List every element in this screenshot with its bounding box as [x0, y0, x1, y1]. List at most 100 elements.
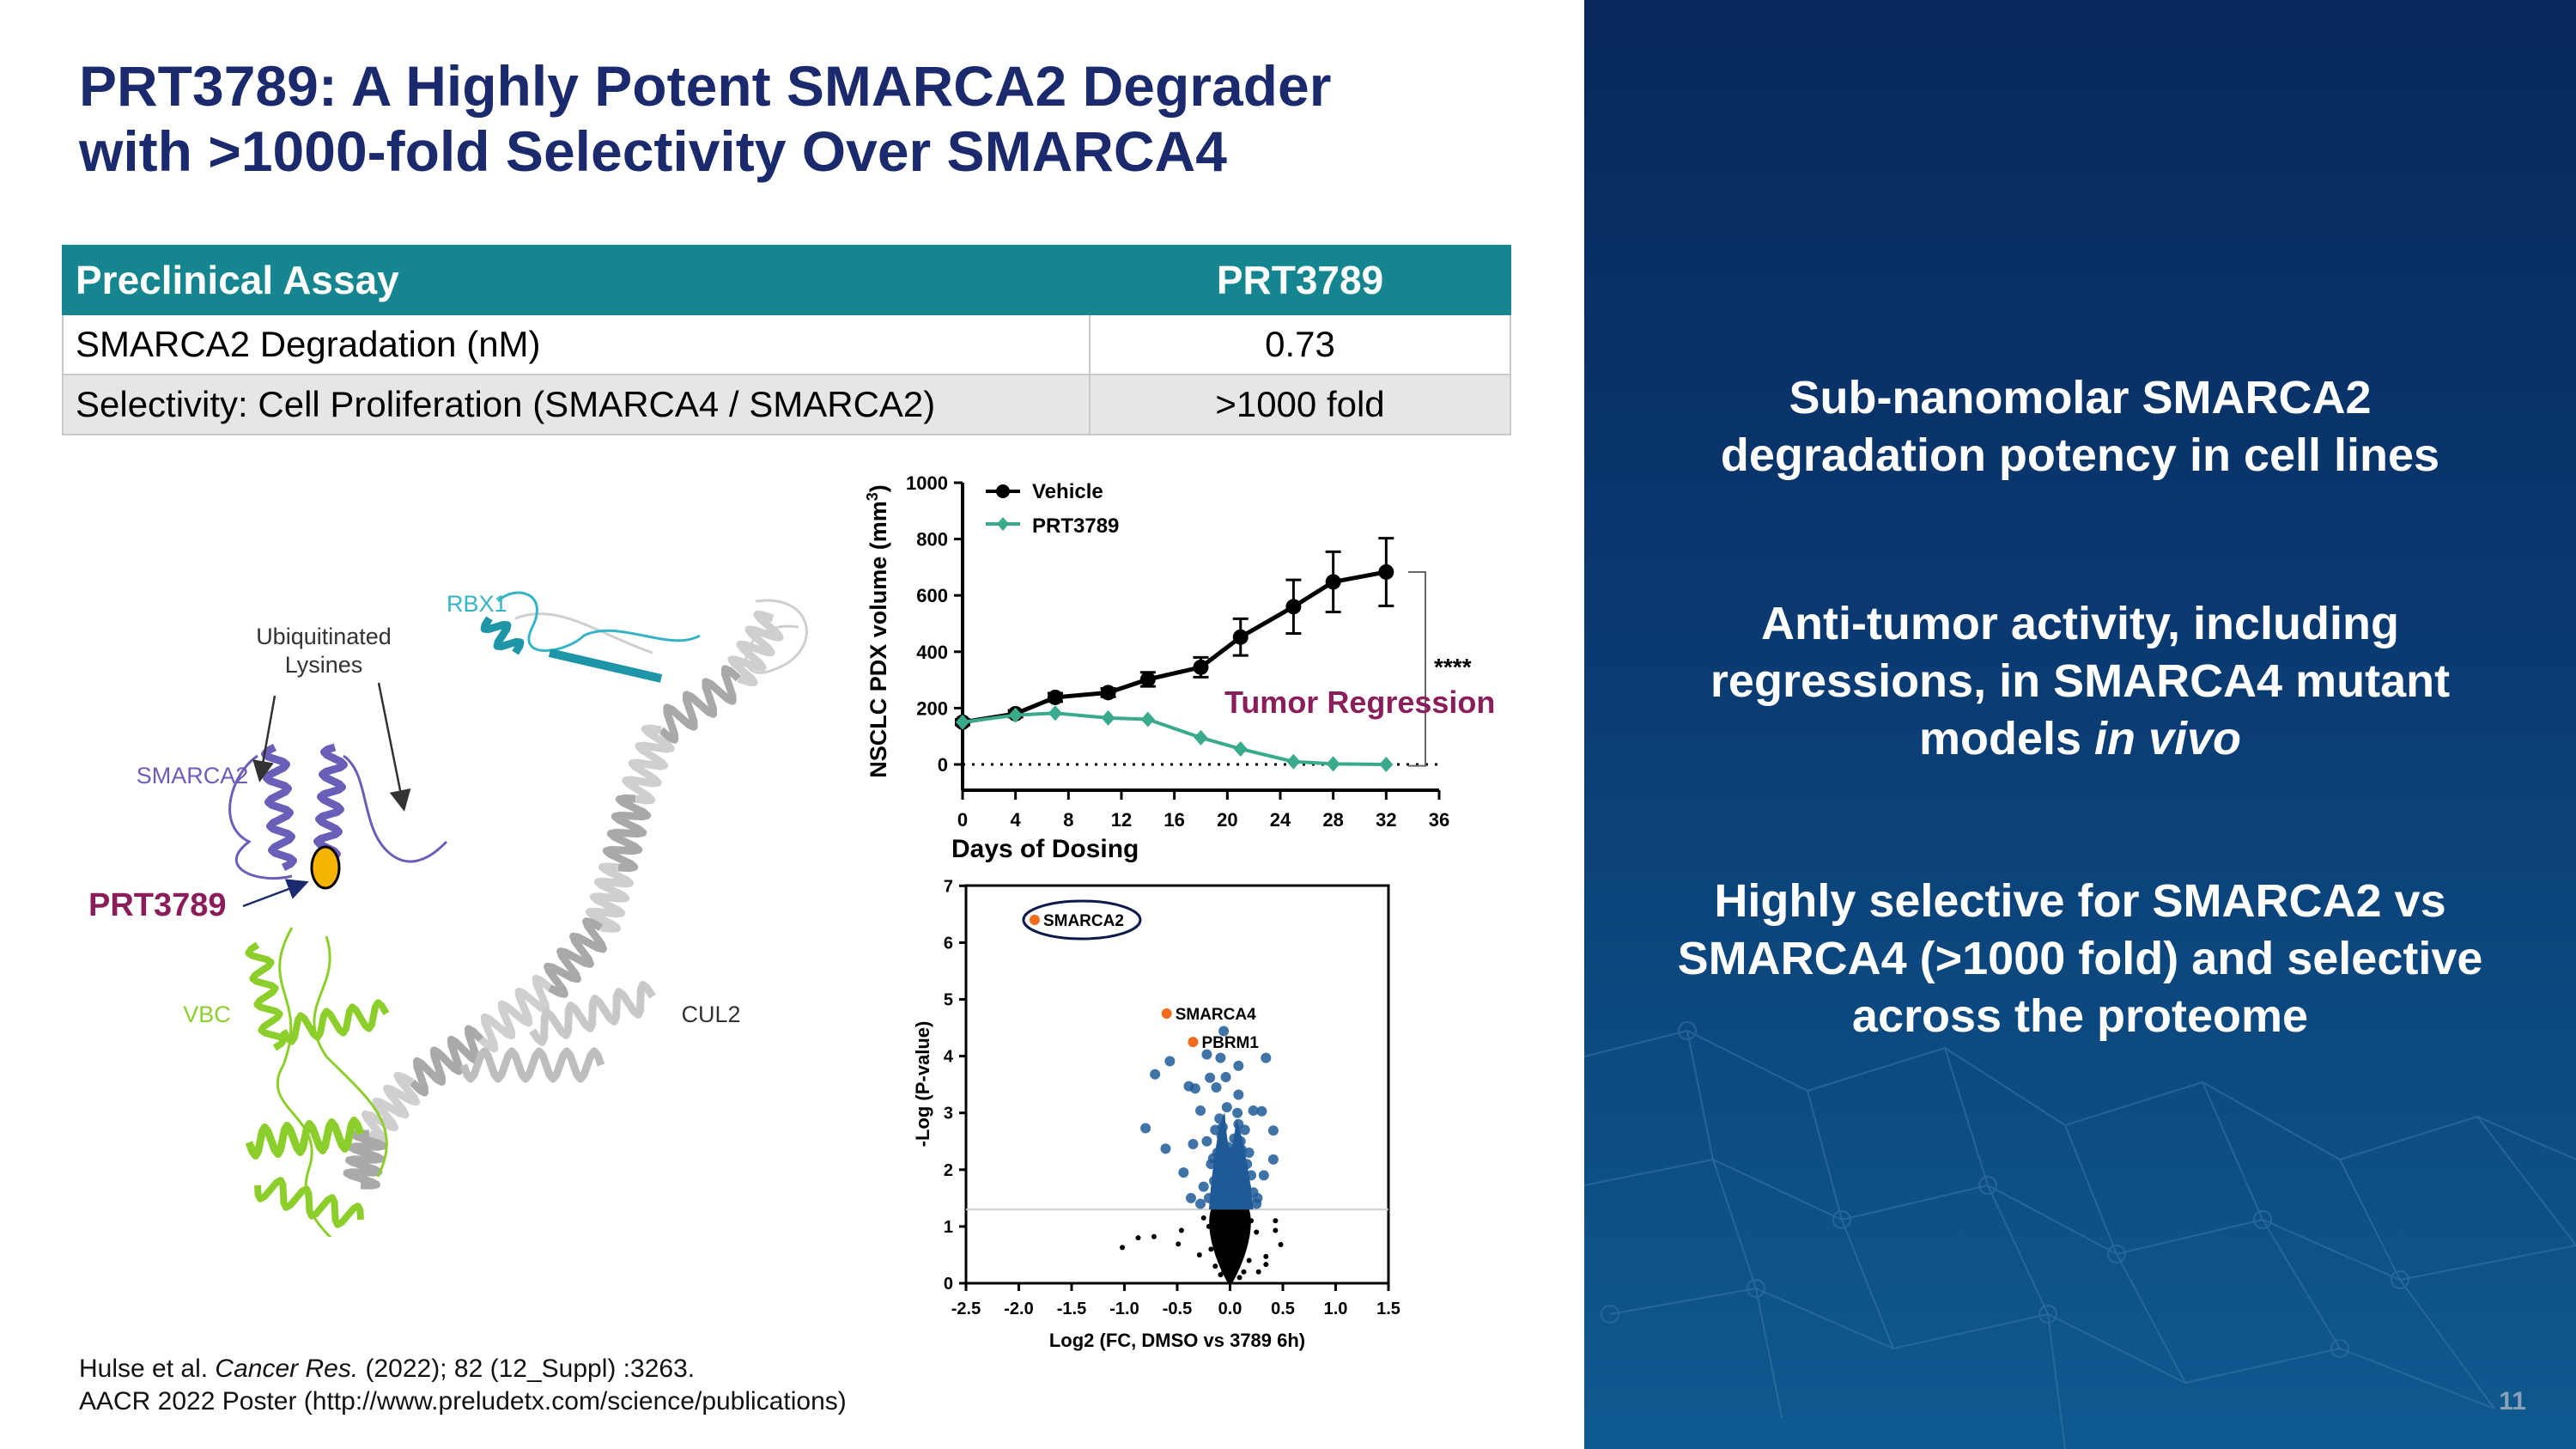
- smarca2-label: SMARCA2: [137, 763, 249, 788]
- bullet-potency: Sub-nanomolar SMARCA2 degradation potenc…: [1720, 372, 2440, 481]
- x-tick-label: -2.5: [951, 1300, 981, 1318]
- citation-poster[interactable]: AACR 2022 Poster (http://www.preludetx.c…: [79, 1387, 847, 1416]
- data-point-vehicle: [1285, 599, 1302, 615]
- x-tick-label: -2.0: [1004, 1300, 1033, 1318]
- citation-reference: Hulse et al. Cancer Res. (2022); 82 (12_…: [79, 1355, 696, 1383]
- cell-value: >1000 fold: [1089, 374, 1511, 435]
- protein-structure-figure: RBX1 Ubiquitinated Lysines SMARCA2 PRT37…: [88, 591, 808, 1237]
- nonsignificant-point: [1254, 1229, 1260, 1235]
- smarca2-helix: [261, 743, 297, 872]
- significant-point: [1150, 1068, 1161, 1080]
- significant-point: [1201, 1049, 1212, 1060]
- x-tick-label: 12: [1111, 809, 1132, 831]
- smarca2-loop: [343, 754, 448, 863]
- bullet-selectivity: Highly selective for SMARCA2 vs SMARCA4 …: [1677, 875, 2483, 1042]
- y-tick-label: 200: [916, 697, 948, 719]
- significant-point: [1215, 1052, 1226, 1063]
- x-tick-label: 0.0: [1218, 1300, 1242, 1318]
- y-tick-label: 2: [944, 1161, 953, 1180]
- significant-point: [1228, 1198, 1239, 1209]
- cul2-helix: [343, 1129, 387, 1190]
- highlight-label-pbrm1: PBRM1: [1201, 1034, 1259, 1052]
- nonsignificant-cluster: [1209, 1209, 1251, 1283]
- nonsignificant-point: [1178, 1227, 1184, 1233]
- significant-point: [1223, 1142, 1234, 1153]
- data-point-prt3789: [956, 714, 969, 730]
- x-axis-label: Log2 (FC, DMSO vs 3789 6h): [1049, 1330, 1305, 1351]
- vbc-helix: [245, 941, 288, 1051]
- x-tick-label: 28: [1322, 809, 1343, 831]
- smarca2-helix: [313, 743, 348, 863]
- cul2-helix: [585, 862, 635, 933]
- data-point-vehicle: [1100, 685, 1116, 701]
- smarca2-highlight-ellipse: [1022, 899, 1142, 941]
- legend-marker-prt3789: [997, 517, 1009, 531]
- y-tick-label: 600: [916, 585, 948, 606]
- data-point-vehicle: [1047, 689, 1063, 705]
- x-tick-label: 0.5: [1271, 1300, 1295, 1318]
- header-assay: Preclinical Assay: [62, 245, 1091, 315]
- highlight-label-smarca4: SMARCA4: [1176, 1006, 1256, 1024]
- data-point-vehicle: [1232, 629, 1249, 645]
- nonsignificant-point: [1255, 1269, 1261, 1275]
- x-tick-label: -0.5: [1163, 1300, 1192, 1318]
- vbc-helix: [245, 1117, 365, 1160]
- y-axis-label: -Log (P-value): [912, 1021, 933, 1148]
- key-points-panel: Sub-nanomolar SMARCA2 degradation potenc…: [1584, 0, 2576, 1449]
- data-point-prt3789: [1286, 753, 1301, 770]
- significant-point: [1185, 1192, 1196, 1203]
- x-tick-label: 0: [957, 809, 968, 831]
- cul2-label: CUL2: [681, 1002, 740, 1027]
- table-header-row: Preclinical Assay PRT3789: [62, 245, 1511, 315]
- title-line-1: PRT3789: A Highly Potent SMARCA2 Degrade…: [79, 54, 1332, 118]
- cul2-helix: [602, 794, 652, 873]
- significant-point: [1256, 1105, 1267, 1117]
- y-tick-label: 6: [944, 934, 953, 953]
- x-tick-label: 32: [1376, 809, 1396, 831]
- data-point-vehicle: [1139, 671, 1156, 687]
- significant-point: [1240, 1181, 1251, 1192]
- tumor-regression-label: Tumor Regression: [1224, 685, 1495, 720]
- x-tick-label: 24: [1270, 809, 1291, 831]
- cell-assay: Selectivity: Cell Proliferation (SMARCA4…: [62, 374, 1091, 435]
- y-tick-label: 4: [944, 1048, 954, 1067]
- lysine-arrow-right: [377, 682, 411, 812]
- data-point-vehicle: [1325, 574, 1341, 590]
- compound-marker: [310, 845, 341, 890]
- nonsignificant-point: [1135, 1235, 1141, 1241]
- y-tick-label: 5: [944, 991, 953, 1010]
- x-tick-label: -1.0: [1109, 1300, 1139, 1318]
- significant-point: [1267, 1125, 1279, 1136]
- significant-point: [1205, 1072, 1216, 1083]
- data-point-vehicle: [1378, 563, 1394, 580]
- x-tick-label: 16: [1163, 809, 1184, 831]
- cul2-loop: [744, 599, 808, 674]
- lysine-arrow-left: [252, 695, 276, 782]
- rbx1-strand: [548, 648, 663, 683]
- cul2-helix: [622, 724, 675, 805]
- data-point-prt3789: [1379, 757, 1394, 772]
- x-tick-label: 8: [1063, 809, 1073, 831]
- significant-point: [1164, 1056, 1176, 1067]
- significant-point: [1239, 1124, 1250, 1135]
- data-point-prt3789: [1048, 705, 1062, 721]
- nonsignificant-point: [1218, 1272, 1224, 1278]
- ubiquitinated-label: Ubiquitinated: [256, 624, 392, 649]
- cell-value: 0.73: [1089, 314, 1511, 375]
- slide-title: PRT3789: A Highly Potent SMARCA2 Degrade…: [79, 53, 1331, 184]
- y-tick-label: 1000: [906, 472, 948, 494]
- x-axis-label: Days of Dosing: [951, 835, 1139, 863]
- rbx1-label: RBX1: [447, 591, 507, 617]
- x-tick-label: 36: [1429, 809, 1449, 831]
- significant-point: [1212, 1155, 1224, 1166]
- significant-point: [1189, 1083, 1200, 1094]
- vbc-label: VBC: [183, 1002, 231, 1027]
- cul2-helix: [544, 917, 607, 998]
- significant-point: [1140, 1123, 1151, 1134]
- page-number: 11: [2499, 1387, 2526, 1416]
- cell-assay: SMARCA2 Degradation (nM): [62, 314, 1091, 375]
- data-point-prt3789: [1140, 711, 1155, 728]
- plot-frame: [964, 884, 1390, 1285]
- significant-point: [1214, 1187, 1225, 1198]
- nonsignificant-point: [1246, 1257, 1252, 1263]
